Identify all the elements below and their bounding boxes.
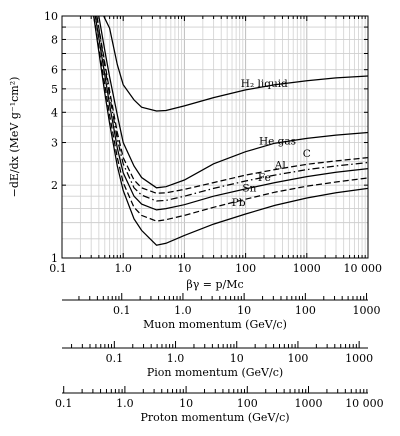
series-line — [93, 16, 368, 222]
y-tick-label: 5 — [51, 83, 58, 96]
plot-frame — [61, 15, 369, 259]
ticks: 0.1 1.0 10 100 1000 10 000 1 2 3 4 5 6 8 10 — [44, 10, 382, 275]
momentum-tick-label: 100 — [295, 304, 316, 317]
y-axis-label: −dE/dx (MeV g⁻¹cm²) — [8, 77, 21, 198]
momentum-tick-label: 10 — [179, 397, 193, 410]
y-tick-label: 4 — [51, 106, 58, 119]
momentum-tick-label: 1000 — [353, 304, 381, 317]
series-label: Fe — [258, 172, 271, 184]
series-label: He gas — [259, 135, 296, 147]
y-tick-label: 2 — [51, 179, 58, 192]
momentum-axes: 0.1 1.0 10 100 1000 Muon momentum (GeV/c) 0.1 1… — [55, 293, 384, 424]
series-label: H₂ liquid — [241, 78, 288, 90]
series-line — [93, 16, 368, 246]
momentum-tick-label: 1.0 — [116, 397, 134, 410]
series-line — [98, 16, 368, 189]
momentum-tick-label: 0.1 — [113, 304, 131, 317]
y-tick-label: 10 — [44, 10, 58, 23]
momentum-tick-label: 10 000 — [345, 397, 384, 410]
momentum-tick-label: 1.0 — [167, 352, 185, 365]
y-tick-label: 3 — [51, 137, 58, 150]
momentum-tick-label: 100 — [287, 352, 308, 365]
momentum-axis-title: Muon momentum (GeV/c) — [143, 318, 287, 331]
series-label: Sn — [242, 183, 256, 195]
momentum-axis: 0.1 1.0 10 100 1000 10 000 Proton momentum (Ge… — [55, 386, 384, 424]
series-line — [96, 16, 368, 202]
y-tick-label: 6 — [51, 64, 58, 77]
momentum-tick-label: 0.1 — [55, 397, 73, 410]
momentum-tick-label: 1000 — [345, 352, 373, 365]
series-line — [103, 16, 368, 112]
x-tick-label: 10 — [177, 262, 191, 275]
series-label: Al — [274, 160, 287, 172]
momentum-axis-title: Pion momentum (GeV/c) — [147, 366, 283, 379]
momentum-tick-label: 10 — [237, 304, 251, 317]
series-label: Pb — [232, 197, 246, 209]
series-line — [94, 16, 368, 211]
x-axis-label: βγ = p/Mc — [186, 278, 243, 291]
momentum-tick-label: 0.1 — [106, 352, 124, 365]
x-tick-label: 1.0 — [114, 262, 132, 275]
momentum-axis: 0.1 1.0 10 100 1000 Pion momentum (GeV/c) — [62, 341, 373, 379]
momentum-axis: 0.1 1.0 10 100 1000 Muon momentum (GeV/c) — [62, 293, 381, 331]
x-tick-label: 1000 — [293, 262, 321, 275]
momentum-tick-label: 1.0 — [174, 304, 192, 317]
y-tick-label: 1 — [51, 252, 58, 265]
x-tick-label: 100 — [235, 262, 256, 275]
x-tick-label: 0.1 — [49, 262, 67, 275]
series-line — [96, 16, 368, 194]
momentum-axis-title: Proton momentum (GeV/c) — [140, 411, 289, 424]
y-tick-label: 8 — [51, 33, 58, 46]
momentum-tick-label: 1000 — [294, 397, 322, 410]
series-label: C — [303, 148, 311, 160]
momentum-tick-label: 10 — [230, 352, 244, 365]
momentum-tick-label: 100 — [237, 397, 258, 410]
x-tick-label: 10 000 — [344, 262, 383, 275]
